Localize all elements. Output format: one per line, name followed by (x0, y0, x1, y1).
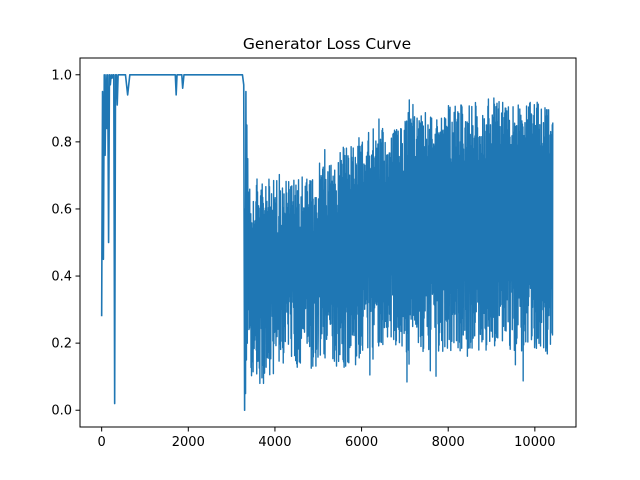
y-tick-label: 1.0 (51, 68, 72, 83)
x-axis: 0 2000 4000 6000 8000 10000 (98, 427, 556, 450)
y-axis: 0.0 0.2 0.4 0.6 0.8 1.0 (51, 68, 80, 419)
x-tick-label: 2000 (172, 435, 205, 450)
x-tick-label: 4000 (258, 435, 291, 450)
y-tick-label: 0.8 (51, 135, 72, 150)
y-tick-label: 0.4 (51, 270, 72, 285)
y-tick-label: 0.0 (51, 404, 72, 419)
loss-line-early (100, 73, 250, 412)
loss-line-oscillating (248, 97, 554, 385)
y-tick-label: 0.2 (51, 337, 72, 352)
x-tick-label: 6000 (345, 435, 378, 450)
axes-frame (79, 57, 577, 428)
y-tick-label: 0.6 (51, 202, 72, 217)
x-tick-label: 8000 (432, 435, 465, 450)
x-tick-label: 0 (98, 435, 106, 450)
x-tick-label: 10000 (514, 435, 555, 450)
loss-line-group (100, 73, 554, 412)
chart-title: Generator Loss Curve (243, 35, 411, 53)
